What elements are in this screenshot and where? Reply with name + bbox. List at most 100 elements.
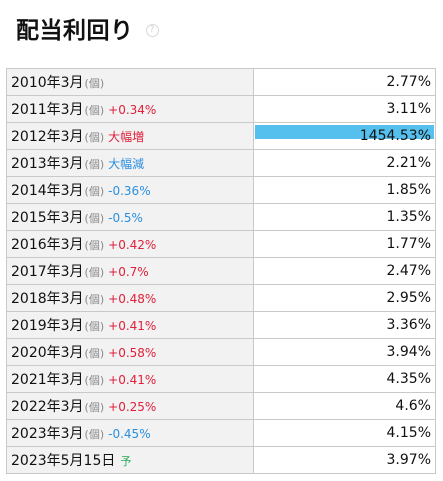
period-unit: (個) xyxy=(84,347,105,360)
table-row: 2020年3月(個) +0.58% 3.94% xyxy=(6,338,436,366)
dividend-yield-table: 2010年3月(個) 2.77% 2011年3月(個) +0.34% 3.11% 2012… xyxy=(6,68,436,474)
yield-value: 2.47% xyxy=(386,263,431,279)
table-row: 2015年3月(個) -0.5% 1.35% xyxy=(6,203,436,231)
period-cell: 2012年3月(個) 大幅増 xyxy=(6,122,254,150)
period-date: 2013年3月 xyxy=(11,156,84,172)
yield-value-cell: 3.97% xyxy=(253,446,436,474)
period-date: 2019年3月 xyxy=(11,318,84,334)
yield-value-cell: 1.35% xyxy=(253,203,436,231)
yield-value: 2.77% xyxy=(386,74,431,90)
change-indicator: -0.36% xyxy=(108,184,151,198)
help-icon[interactable]: ? xyxy=(145,23,159,37)
period-date: 2020年3月 xyxy=(11,345,84,361)
period-cell: 2022年3月(個) +0.25% xyxy=(6,392,254,420)
period-date: 2016年3月 xyxy=(11,237,84,253)
period-date: 2014年3月 xyxy=(11,183,84,199)
period-date: 2022年3月 xyxy=(11,399,84,415)
period-date: 2023年3月 xyxy=(11,426,84,442)
table-row: 2012年3月(個) 大幅増 1454.53% xyxy=(6,122,436,150)
period-date: 2023年5月15日 xyxy=(11,453,116,469)
yield-value: 1.85% xyxy=(386,182,431,198)
period-unit: (個) xyxy=(84,158,105,171)
yield-value-cell: 3.94% xyxy=(253,338,436,366)
change-indicator: +0.42% xyxy=(108,238,157,252)
change-indicator: +0.48% xyxy=(108,292,157,306)
period-date: 2015年3月 xyxy=(11,210,84,226)
period-date: 2018年3月 xyxy=(11,291,84,307)
period-cell: 2014年3月(個) -0.36% xyxy=(6,176,254,204)
yield-value: 4.35% xyxy=(386,371,431,387)
change-indicator: 大幅減 xyxy=(108,157,145,171)
yield-value-cell: 4.35% xyxy=(253,365,436,393)
header: 配当利回り ? xyxy=(16,10,159,46)
period-unit: (個) xyxy=(84,77,105,90)
table-row: 2016年3月(個) +0.42% 1.77% xyxy=(6,230,436,258)
period-unit: (個) xyxy=(84,239,105,252)
yield-value: 2.95% xyxy=(386,290,431,306)
period-cell: 2013年3月(個) 大幅減 xyxy=(6,149,254,177)
yield-value: 1454.53% xyxy=(359,128,431,144)
period-cell: 2010年3月(個) xyxy=(6,68,254,96)
change-indicator: +0.25% xyxy=(108,400,157,414)
change-indicator: 大幅増 xyxy=(108,130,145,144)
change-indicator: -0.5% xyxy=(108,211,143,225)
change-indicator: +0.58% xyxy=(108,346,157,360)
change-indicator: +0.41% xyxy=(108,373,157,387)
period-date: 2011年3月 xyxy=(11,102,84,118)
yield-value-cell: 2.77% xyxy=(253,68,436,96)
change-indicator: +0.7% xyxy=(108,265,149,279)
yield-value-cell: 2.47% xyxy=(253,257,436,285)
table-row: 2017年3月(個) +0.7% 2.47% xyxy=(6,257,436,285)
yield-value: 3.11% xyxy=(386,101,431,117)
period-unit: (個) xyxy=(84,131,105,144)
yield-value-cell: 2.95% xyxy=(253,284,436,312)
period-date: 2012年3月 xyxy=(11,129,84,145)
period-unit: (個) xyxy=(84,374,105,387)
period-cell: 2011年3月(個) +0.34% xyxy=(6,95,254,123)
table-row: 2014年3月(個) -0.36% 1.85% xyxy=(6,176,436,204)
yield-value: 1.77% xyxy=(386,236,431,252)
change-indicator: 予 xyxy=(120,455,132,468)
yield-value: 3.36% xyxy=(386,317,431,333)
period-cell: 2019年3月(個) +0.41% xyxy=(6,311,254,339)
period-cell: 2017年3月(個) +0.7% xyxy=(6,257,254,285)
table-row: 2022年3月(個) +0.25% 4.6% xyxy=(6,392,436,420)
yield-bar xyxy=(255,125,434,139)
period-unit: (個) xyxy=(84,401,105,414)
yield-value-cell: 2.21% xyxy=(253,149,436,177)
table-row: 2013年3月(個) 大幅減 2.21% xyxy=(6,149,436,177)
yield-value: 1.35% xyxy=(386,209,431,225)
table-row: 2010年3月(個) 2.77% xyxy=(6,68,436,96)
yield-value: 4.15% xyxy=(386,425,431,441)
period-unit: (個) xyxy=(84,104,105,117)
period-date: 2017年3月 xyxy=(11,264,84,280)
yield-value-cell: 3.36% xyxy=(253,311,436,339)
period-cell: 2020年3月(個) +0.58% xyxy=(6,338,254,366)
yield-value: 4.6% xyxy=(395,398,431,414)
yield-value-cell: 4.6% xyxy=(253,392,436,420)
yield-value: 2.21% xyxy=(386,155,431,171)
period-unit: (個) xyxy=(84,320,105,333)
period-unit: (個) xyxy=(84,293,105,306)
period-unit: (個) xyxy=(84,428,105,441)
period-unit: (個) xyxy=(84,212,105,225)
yield-value: 3.94% xyxy=(386,344,431,360)
period-cell: 2023年5月15日予 xyxy=(6,446,254,474)
yield-value-cell: 1.85% xyxy=(253,176,436,204)
period-cell: 2023年3月(個) -0.45% xyxy=(6,419,254,447)
yield-value-cell: 1.77% xyxy=(253,230,436,258)
table-row: 2018年3月(個) +0.48% 2.95% xyxy=(6,284,436,312)
yield-value: 3.97% xyxy=(386,452,431,468)
period-date: 2021年3月 xyxy=(11,372,84,388)
table-row: 2023年5月15日予 3.97% xyxy=(6,446,436,474)
change-indicator: +0.34% xyxy=(108,103,157,117)
period-cell: 2016年3月(個) +0.42% xyxy=(6,230,254,258)
change-indicator: -0.45% xyxy=(108,427,151,441)
period-date: 2010年3月 xyxy=(11,75,84,91)
period-unit: (個) xyxy=(84,266,105,279)
period-cell: 2015年3月(個) -0.5% xyxy=(6,203,254,231)
table-row: 2021年3月(個) +0.41% 4.35% xyxy=(6,365,436,393)
table-row: 2011年3月(個) +0.34% 3.11% xyxy=(6,95,436,123)
period-cell: 2018年3月(個) +0.48% xyxy=(6,284,254,312)
change-indicator: +0.41% xyxy=(108,319,157,333)
